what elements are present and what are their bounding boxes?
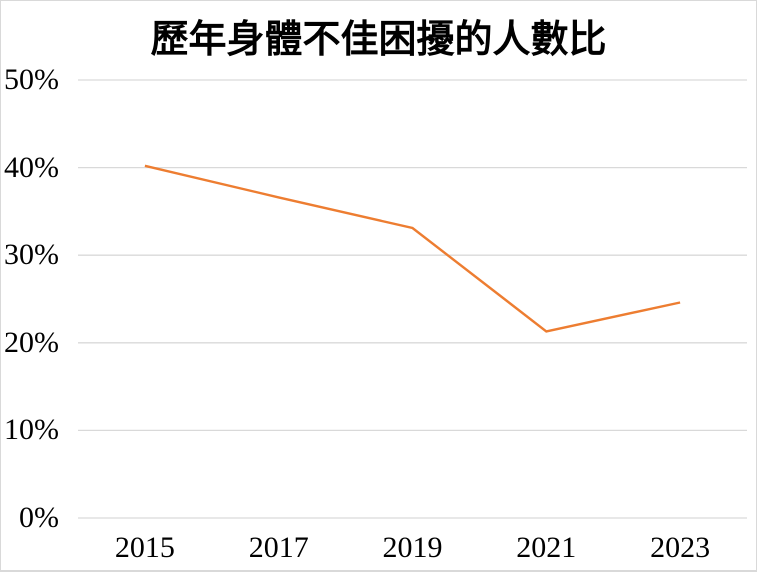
y-axis-tick-label: 30% [4,238,59,272]
x-axis-tick-label: 2017 [248,531,309,564]
x-axis-tick-label: 2019 [382,531,443,564]
y-axis-tick-label: 10% [4,413,59,447]
x-axis-tick-label: 2021 [516,531,577,564]
x-axis-tick-label: 2015 [114,531,175,564]
x-axis-tick-label: 2023 [650,531,711,564]
data-line [144,164,681,333]
chart-title: 歷年身體不佳困擾的人數比 [150,19,607,61]
y-axis-tick-label: 50% [4,63,59,96]
y-axis-tick-label: 40% [4,150,59,184]
y-axis-tick-label: 20% [4,325,59,359]
y-axis-tick-label: 0% [19,501,59,534]
